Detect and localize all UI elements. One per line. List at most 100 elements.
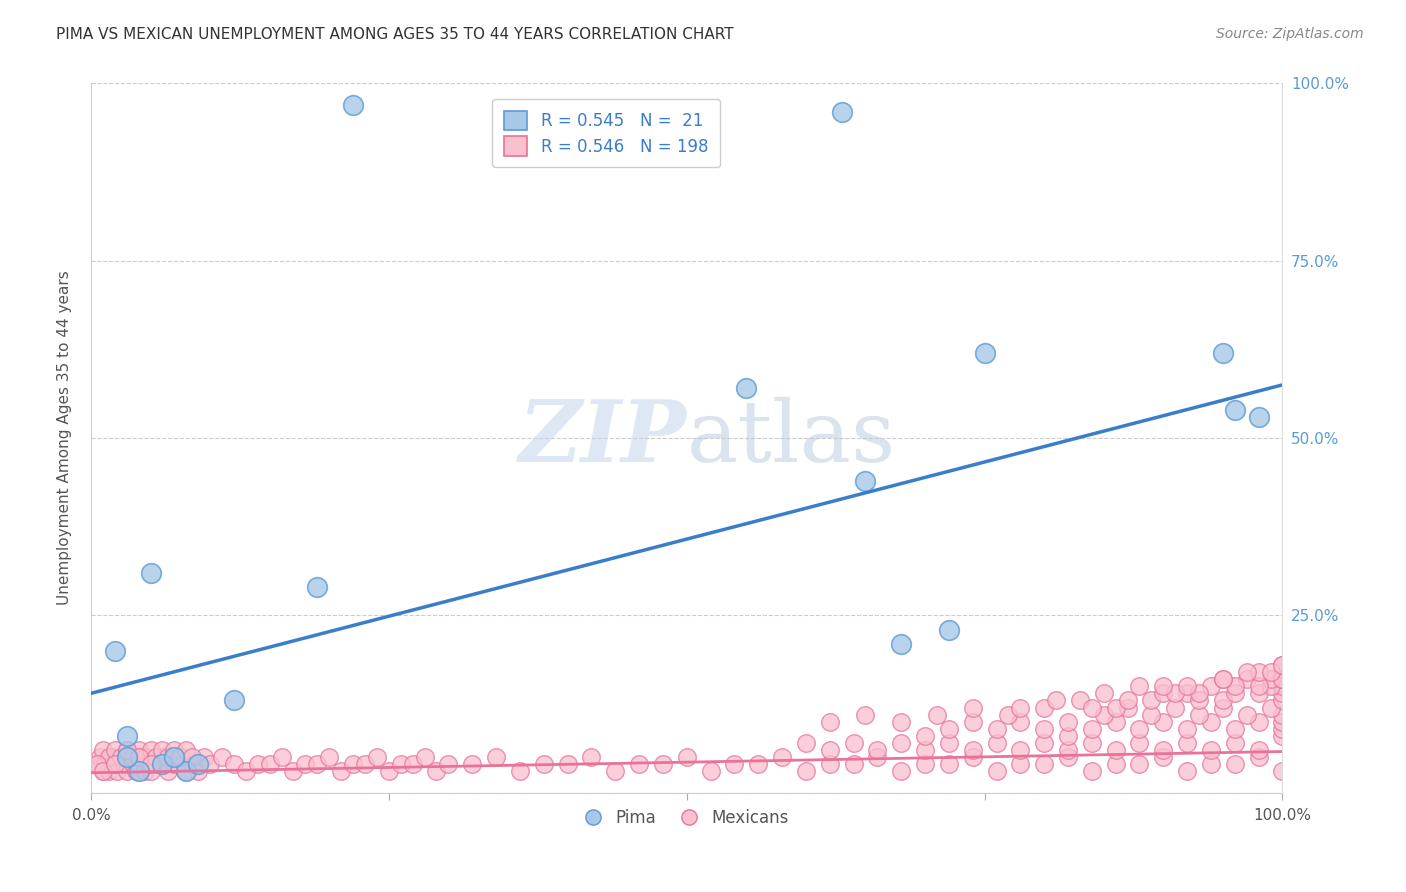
Point bbox=[938, 623, 960, 637]
Point bbox=[1199, 679, 1222, 693]
Point bbox=[342, 757, 364, 772]
Point bbox=[104, 757, 127, 772]
Point bbox=[1175, 679, 1198, 693]
Point bbox=[128, 743, 150, 757]
Point bbox=[1212, 346, 1234, 360]
Point bbox=[118, 750, 141, 764]
Point bbox=[104, 757, 127, 772]
Point bbox=[115, 743, 138, 757]
Point bbox=[163, 757, 186, 772]
Point bbox=[128, 764, 150, 779]
Point bbox=[1271, 722, 1294, 736]
Point bbox=[128, 757, 150, 772]
Point bbox=[1223, 736, 1246, 750]
Point bbox=[139, 566, 162, 580]
Point bbox=[193, 750, 215, 764]
Point bbox=[97, 764, 120, 779]
Point bbox=[1010, 757, 1032, 772]
Point bbox=[294, 757, 316, 772]
Point bbox=[136, 757, 159, 772]
Point bbox=[1045, 693, 1067, 707]
Point bbox=[181, 750, 204, 764]
Point bbox=[1081, 736, 1104, 750]
Point bbox=[962, 700, 984, 714]
Point bbox=[1081, 700, 1104, 714]
Point bbox=[145, 750, 167, 764]
Point bbox=[485, 750, 508, 764]
Point bbox=[97, 750, 120, 764]
Point bbox=[235, 764, 257, 779]
Point bbox=[735, 381, 758, 395]
Point bbox=[129, 750, 152, 764]
Point bbox=[1175, 722, 1198, 736]
Point bbox=[91, 764, 114, 779]
Point bbox=[91, 743, 114, 757]
Point bbox=[211, 750, 233, 764]
Point bbox=[1092, 686, 1115, 700]
Point bbox=[152, 750, 174, 764]
Point bbox=[1033, 736, 1056, 750]
Point bbox=[1152, 743, 1174, 757]
Point bbox=[1188, 686, 1211, 700]
Point bbox=[1223, 402, 1246, 417]
Point bbox=[1057, 729, 1080, 743]
Point bbox=[163, 743, 186, 757]
Point bbox=[1175, 764, 1198, 779]
Point bbox=[962, 743, 984, 757]
Point bbox=[1175, 736, 1198, 750]
Point bbox=[1152, 686, 1174, 700]
Point bbox=[169, 750, 191, 764]
Point bbox=[1116, 693, 1139, 707]
Point bbox=[866, 750, 889, 764]
Legend: Pima, Mexicans: Pima, Mexicans bbox=[578, 803, 794, 834]
Point bbox=[581, 750, 603, 764]
Point bbox=[128, 750, 150, 764]
Point bbox=[110, 750, 132, 764]
Y-axis label: Unemployment Among Ages 35 to 44 years: Unemployment Among Ages 35 to 44 years bbox=[58, 270, 72, 606]
Point bbox=[1236, 672, 1258, 686]
Point bbox=[139, 757, 162, 772]
Point bbox=[174, 743, 197, 757]
Point bbox=[1128, 679, 1150, 693]
Point bbox=[101, 750, 124, 764]
Point bbox=[222, 693, 245, 707]
Point bbox=[747, 757, 769, 772]
Point bbox=[1081, 764, 1104, 779]
Point bbox=[1164, 700, 1187, 714]
Point bbox=[270, 750, 292, 764]
Point bbox=[121, 750, 143, 764]
Point bbox=[1057, 714, 1080, 729]
Point bbox=[1140, 707, 1163, 722]
Point bbox=[986, 722, 1008, 736]
Point bbox=[628, 757, 651, 772]
Point bbox=[307, 757, 329, 772]
Point bbox=[89, 750, 111, 764]
Point bbox=[1271, 764, 1294, 779]
Point bbox=[134, 764, 156, 779]
Point bbox=[842, 757, 865, 772]
Point bbox=[187, 757, 209, 772]
Point bbox=[1223, 757, 1246, 772]
Point bbox=[1260, 672, 1282, 686]
Point bbox=[855, 707, 877, 722]
Point bbox=[437, 757, 460, 772]
Point bbox=[157, 764, 180, 779]
Point bbox=[1105, 700, 1128, 714]
Point bbox=[104, 644, 127, 658]
Point bbox=[1199, 743, 1222, 757]
Point bbox=[1010, 743, 1032, 757]
Point bbox=[962, 714, 984, 729]
Point bbox=[94, 757, 117, 772]
Point bbox=[125, 764, 148, 779]
Point bbox=[1128, 757, 1150, 772]
Point bbox=[115, 750, 138, 764]
Point bbox=[1223, 686, 1246, 700]
Point bbox=[1140, 693, 1163, 707]
Point bbox=[914, 729, 936, 743]
Point bbox=[925, 707, 948, 722]
Point bbox=[1212, 700, 1234, 714]
Point bbox=[1152, 714, 1174, 729]
Text: ZIP: ZIP bbox=[519, 396, 686, 480]
Point bbox=[1188, 693, 1211, 707]
Point bbox=[1236, 707, 1258, 722]
